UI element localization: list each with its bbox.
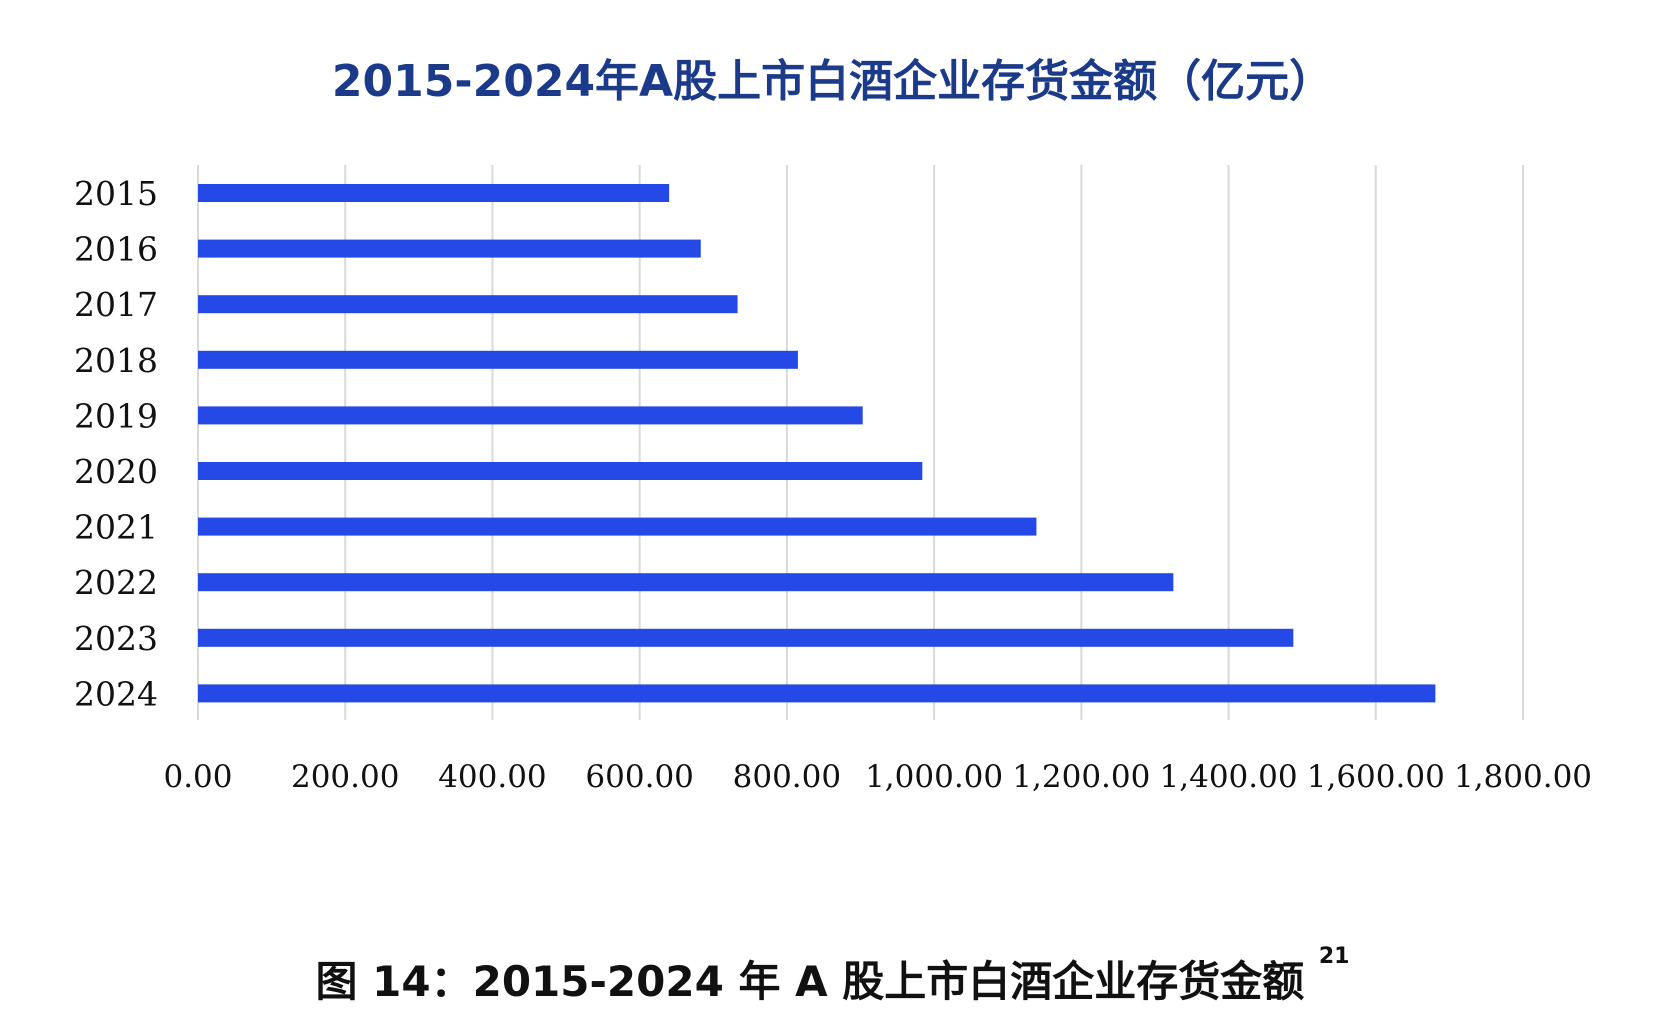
bar-chart: 2015 2016 2017 2018 2019 2020 2021 2022 2023 2024… bbox=[74, 165, 1592, 795]
y-tick-label: 2022 bbox=[74, 563, 158, 602]
y-tick-label: 2018 bbox=[74, 341, 158, 380]
bar-2018 bbox=[198, 350, 798, 369]
bars bbox=[198, 184, 1436, 703]
y-tick-label: 2024 bbox=[74, 674, 158, 713]
bar-2015 bbox=[198, 184, 670, 202]
bar-2016 bbox=[198, 239, 701, 258]
x-tick-label: 200.00 bbox=[291, 759, 399, 795]
x-tick-label: 1,000.00 bbox=[865, 759, 1003, 795]
y-tick-label: 2015 bbox=[74, 174, 158, 213]
y-tick-label: 2023 bbox=[74, 619, 158, 658]
x-tick-label: 1,400.00 bbox=[1160, 759, 1298, 795]
y-tick-label: 2016 bbox=[74, 230, 158, 269]
x-tick-label: 0.00 bbox=[163, 759, 232, 795]
bar-2020 bbox=[198, 462, 923, 480]
y-tick-label: 2017 bbox=[74, 285, 158, 324]
bar-2022 bbox=[198, 573, 1174, 592]
caption-footnote: 21 bbox=[1318, 944, 1350, 969]
x-axis-labels: 0.00 200.00 400.00 600.00 800.00 1,000.00 1,20… bbox=[163, 759, 1592, 795]
x-tick-label: 1,800.00 bbox=[1454, 759, 1592, 795]
x-tick-label: 1,600.00 bbox=[1307, 759, 1445, 795]
x-tick-label: 400.00 bbox=[438, 759, 546, 795]
y-tick-label: 2021 bbox=[74, 508, 158, 547]
figure-caption: 图 14：2015-2024 年 A 股上市白酒企业存货金额 21 bbox=[0, 944, 1665, 1009]
caption-text: 图 14：2015-2024 年 A 股上市白酒企业存货金额 bbox=[315, 957, 1305, 1006]
chart-title: 2015-2024年A股上市白酒企业存货金额（亿元） bbox=[331, 56, 1334, 107]
x-tick-label: 1,200.00 bbox=[1012, 759, 1150, 795]
bar-2024 bbox=[198, 684, 1436, 703]
x-tick-label: 600.00 bbox=[585, 759, 693, 795]
y-axis-labels: 2015 2016 2017 2018 2019 2020 2021 2022 2023 2024 bbox=[74, 174, 158, 713]
bar-2021 bbox=[198, 517, 1037, 536]
y-tick-label: 2020 bbox=[74, 452, 158, 491]
bar-2017 bbox=[198, 295, 738, 314]
x-tick-label: 800.00 bbox=[733, 759, 841, 795]
bar-2023 bbox=[198, 628, 1294, 647]
y-tick-label: 2019 bbox=[74, 396, 158, 435]
bar-2019 bbox=[198, 406, 863, 425]
